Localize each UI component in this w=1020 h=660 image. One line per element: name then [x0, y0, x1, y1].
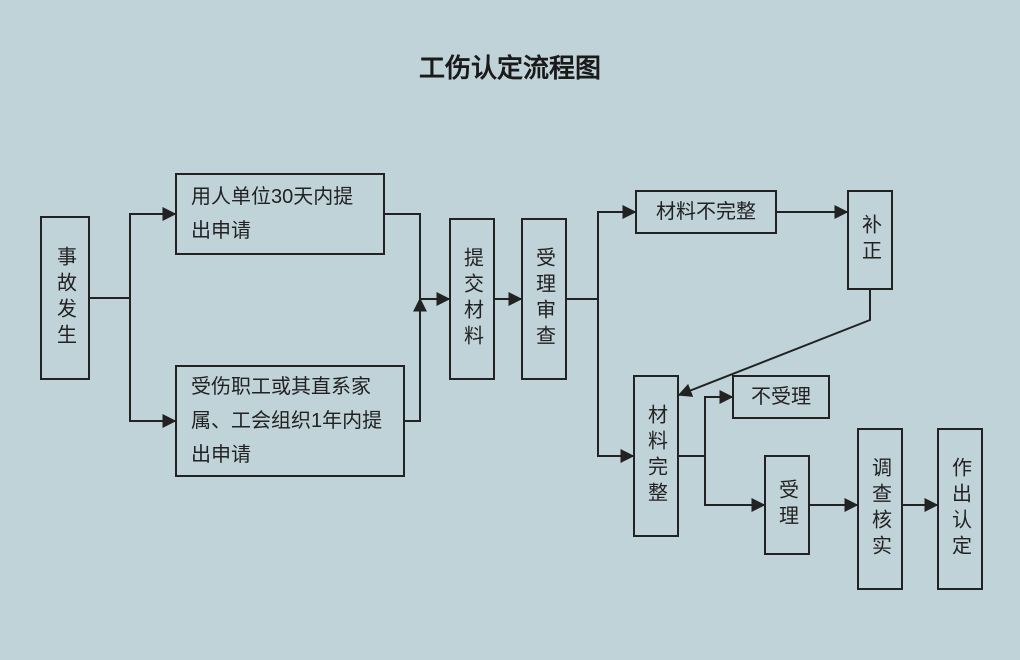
node-label: 不受理: [751, 380, 811, 414]
node-label: 作出认定: [946, 457, 975, 561]
node-incomplete: 材料不完整: [635, 190, 777, 234]
edge: [405, 299, 420, 421]
node-label: 受伤职工或其直系家属、工会组织1年内提出申请: [191, 370, 389, 472]
node-correct: 补正: [847, 190, 893, 290]
node-submit: 提交材料: [449, 218, 495, 380]
edge: [598, 299, 633, 456]
edge: [679, 397, 732, 456]
node-label: 材料完整: [642, 404, 671, 508]
edge: [130, 298, 175, 421]
node-accept: 受理: [764, 455, 810, 555]
node-decide: 作出认定: [937, 428, 983, 590]
node-accident: 事故发生: [40, 216, 90, 380]
node-label: 材料不完整: [656, 195, 756, 229]
edge: [385, 214, 449, 299]
node-label: 补正: [856, 214, 885, 266]
diagram-title: 工伤认定流程图: [0, 48, 1020, 85]
node-label: 提交材料: [458, 247, 487, 351]
node-label: 受理: [773, 479, 802, 531]
node-reject: 不受理: [732, 375, 830, 419]
node-employer: 用人单位30天内提出申请: [175, 173, 385, 255]
edge: [567, 212, 635, 299]
edge: [705, 456, 764, 505]
node-investigate: 调查核实: [857, 428, 903, 590]
node-label: 受理审查: [530, 247, 559, 351]
node-label: 用人单位30天内提出申请: [191, 180, 369, 248]
edge: [90, 214, 175, 298]
node-complete: 材料完整: [633, 375, 679, 537]
node-label: 调查核实: [866, 457, 895, 561]
node-label: 事故发生: [51, 246, 80, 350]
node-review: 受理审查: [521, 218, 567, 380]
node-worker: 受伤职工或其直系家属、工会组织1年内提出申请: [175, 365, 405, 477]
